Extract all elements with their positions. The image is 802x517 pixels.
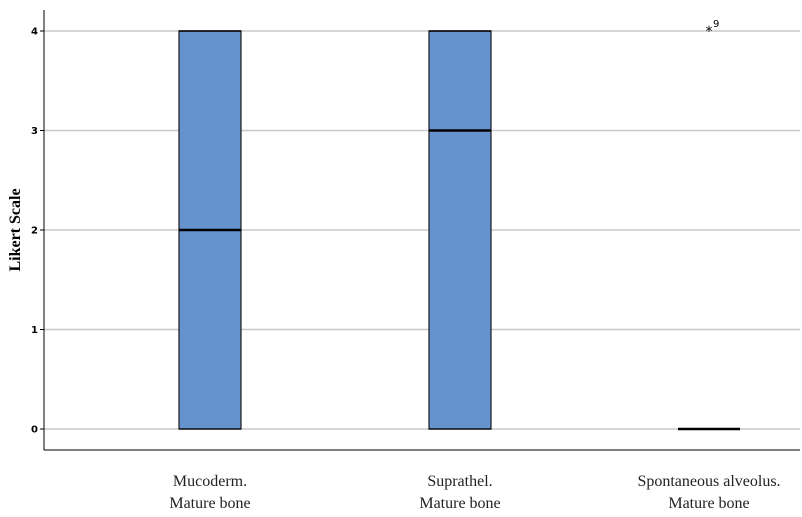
category-label: Mucoderm. Mature bone — [169, 473, 250, 512]
category-label: Suprathel. Mature bone — [419, 473, 500, 512]
outlier-label: 9 — [713, 19, 719, 30]
y-axis-title: Likert Scale — [7, 188, 24, 271]
category-label-line: Spontaneous alveolus. — [637, 473, 780, 490]
category-label-line: Mature bone — [668, 495, 749, 512]
category-label-line: Suprathel. — [427, 473, 492, 490]
category-label-line: Mature bone — [169, 495, 250, 512]
gridlines — [40, 30, 800, 430]
box-1 — [178, 30, 242, 430]
axes — [43, 10, 800, 451]
boxes — [178, 30, 740, 431]
y-tick-label: 4 — [31, 27, 38, 38]
y-tick-labels: 0 1 2 3 4 — [31, 27, 38, 436]
y-tick-label: 3 — [31, 126, 38, 137]
outliers: * 9 — [706, 19, 720, 40]
y-tick-label: 0 — [31, 425, 38, 436]
category-label-line: Mucoderm. — [173, 473, 247, 490]
box-2 — [428, 30, 492, 430]
category-label: Spontaneous alveolus. Mature bone — [637, 473, 780, 512]
y-tick-label: 2 — [31, 226, 38, 237]
category-labels: Mucoderm. Mature bone Suprathel. Mature bon… — [169, 473, 780, 512]
outlier-marker: * — [706, 24, 713, 40]
box-body — [428, 30, 492, 430]
y-tick-label: 1 — [31, 325, 38, 336]
category-label-line: Mature bone — [419, 495, 500, 512]
